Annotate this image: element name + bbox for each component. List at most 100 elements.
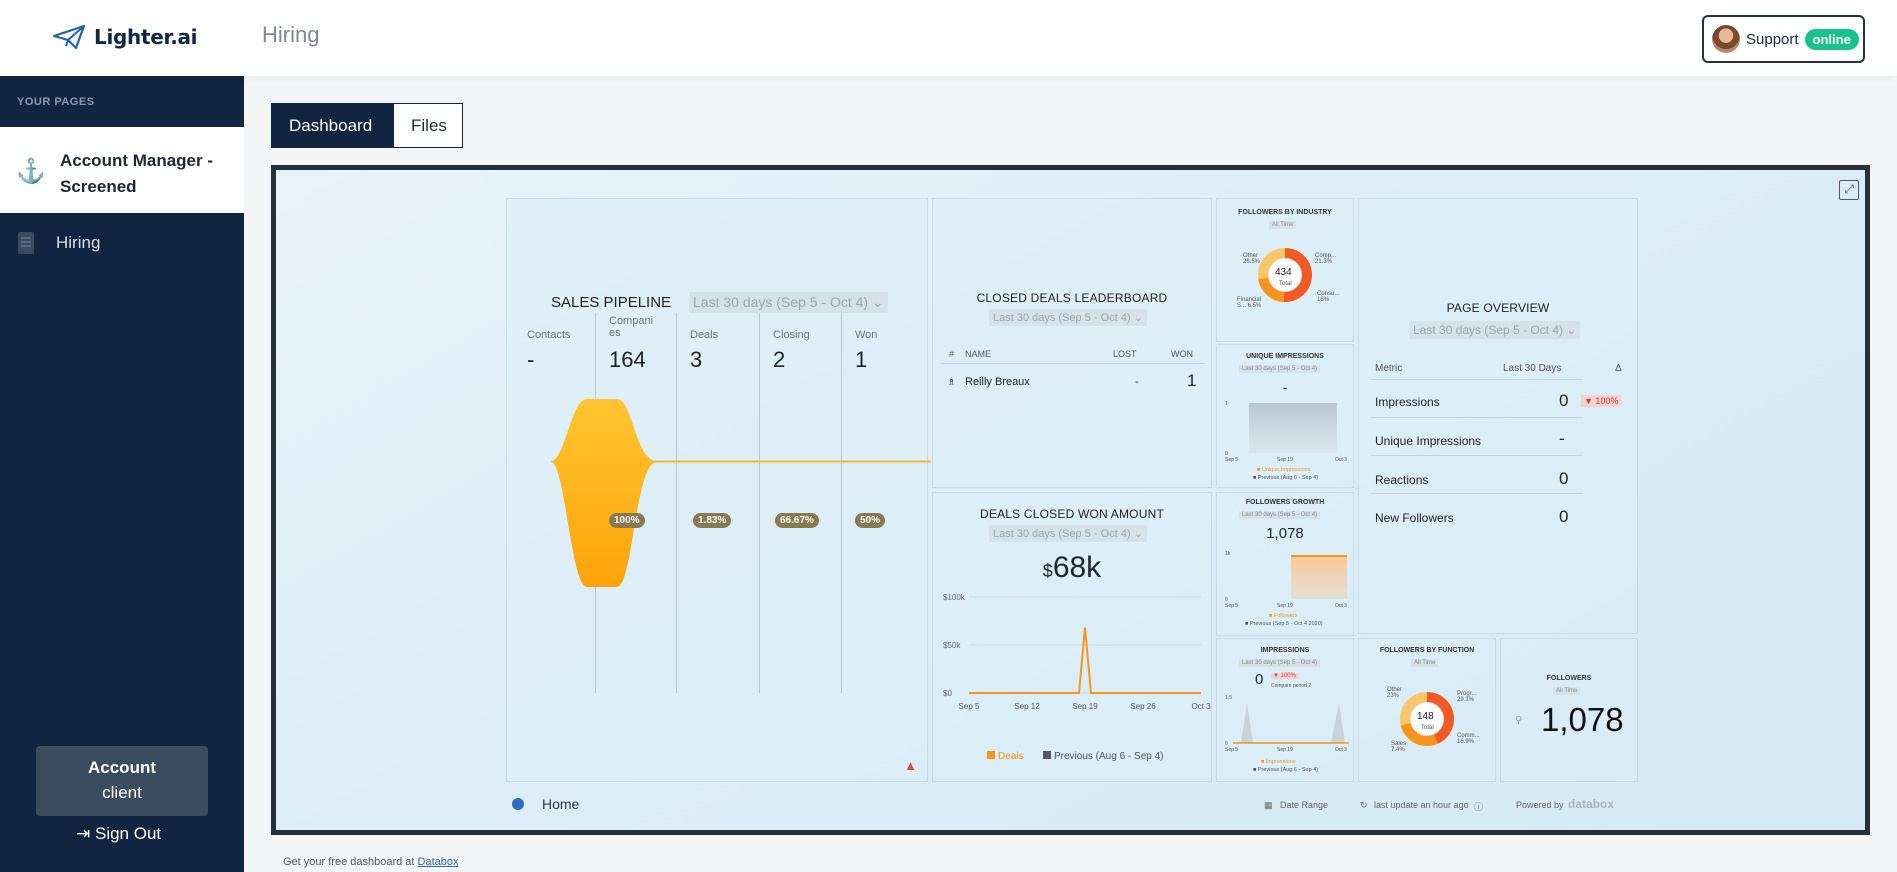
- won-amount-title: DEALS CLOSED WON AMOUNT: [980, 507, 1164, 521]
- metric-value: -: [1559, 429, 1565, 448]
- x-tick-label: Sep 19: [1072, 702, 1098, 711]
- donut-total-label: Total: [1279, 281, 1292, 287]
- delta-badge: ▼ 100%: [1271, 673, 1298, 679]
- stage-label: Won: [855, 329, 878, 341]
- leader-name: Reilly Breaux: [965, 376, 1030, 388]
- stage-value: 164: [609, 347, 646, 372]
- account-button[interactable]: Account client: [36, 746, 208, 816]
- app-header: Lighter.ai Hiring Support online: [0, 0, 1897, 76]
- paper-plane-icon: [52, 24, 86, 50]
- date-range-button[interactable]: Date Range: [1280, 800, 1329, 810]
- brand-name: Lighter.ai: [94, 25, 198, 49]
- stage-label: Closing: [773, 329, 810, 341]
- sidebar-item-label: Account Manager - Screened: [60, 151, 214, 196]
- powered-by-label: Powered by: [1516, 800, 1564, 810]
- card-title: FOLLOWERS BY FUNCTION: [1379, 647, 1475, 654]
- date-range-select[interactable]: Last 30 days (Sep 5 - Oct 4): [1239, 511, 1321, 519]
- won-amount-value: $68k: [1042, 551, 1102, 584]
- metric-label: Reactions: [1375, 473, 1429, 487]
- stage-value: 1: [855, 347, 868, 372]
- sales-pipeline-card: SALES PIPELINE Last 30 days (Sep 5 - Oct…: [506, 198, 931, 782]
- tab-files[interactable]: Files: [393, 103, 463, 148]
- metric-value: 0: [1559, 507, 1569, 526]
- conversion-badge: 100%: [609, 513, 645, 528]
- databox-link[interactable]: Databox: [417, 856, 459, 868]
- card-value: -: [1282, 379, 1288, 395]
- metric-label: New Followers: [1375, 511, 1454, 525]
- status-badge: online: [1804, 28, 1859, 50]
- x-tick: Sep 19: [1277, 747, 1293, 753]
- stage-label: Deals: [690, 329, 719, 341]
- function-donut: [1400, 692, 1454, 746]
- divider: [1371, 493, 1583, 494]
- support-button[interactable]: Support online: [1702, 15, 1865, 63]
- medal-icon: ♗: [947, 377, 956, 388]
- x-tick-label: Sep 5: [959, 702, 980, 711]
- home-icon[interactable]: [512, 798, 524, 810]
- followers-value: 1,078: [1541, 701, 1624, 738]
- filter-select[interactable]: All Time: [1553, 687, 1581, 695]
- followers-card: FOLLOWERS All Time ⚲ 1,078: [1500, 638, 1638, 782]
- stage-divider: [676, 313, 677, 693]
- user-icon: ⚲: [1515, 715, 1523, 726]
- dashboard-footer: Home ▦ Date Range ↻ last update an hour …: [276, 780, 1865, 820]
- donut-total: 434: [1275, 267, 1292, 278]
- sign-out-button[interactable]: ⇥ Sign Out: [76, 824, 161, 844]
- sign-out-label: Sign Out: [94, 824, 162, 843]
- databox-logo[interactable]: databox: [1568, 797, 1615, 811]
- impressions-chart: [1233, 703, 1349, 744]
- divider: [941, 363, 1205, 364]
- area-fill: [1291, 555, 1347, 599]
- account-title: Account: [88, 758, 156, 777]
- date-range-select[interactable]: Last 30 days (Sep 5 - Oct 4) ⌄: [989, 309, 1147, 326]
- date-range-select[interactable]: Last 30 days (Sep 5 - Oct 4): [1239, 365, 1321, 373]
- filter-select[interactable]: All Time: [1269, 221, 1297, 229]
- expand-icon[interactable]: ⤢: [1839, 180, 1859, 200]
- date-range-select[interactable]: Last 30 days (Sep 5 - Oct 4): [1239, 659, 1321, 667]
- tab-dashboard[interactable]: Dashboard: [271, 103, 393, 148]
- leaderboard-title: CLOSED DEALS LEADERBOARD: [976, 291, 1168, 305]
- conversion-badge: 66.67%: [775, 513, 819, 528]
- donut-label: Comm... 16.9%: [1457, 733, 1480, 745]
- unique-impressions-card: UNIQUE IMPRESSIONS Last 30 days (Sep 5 -…: [1216, 344, 1354, 488]
- x-tick: Sep 19: [1277, 457, 1293, 463]
- stage-label: Compani es: [609, 315, 654, 339]
- legend-current: ■ Impressions: [1261, 759, 1296, 765]
- warning-icon[interactable]: ▲: [904, 758, 917, 773]
- column-header: Δ: [1615, 363, 1622, 374]
- brand-logo[interactable]: Lighter.ai: [52, 24, 198, 50]
- tab-bar: Dashboard Files: [271, 103, 463, 148]
- date-range-select[interactable]: Last 30 days (Sep 5 - Oct 4) ⌄: [989, 525, 1147, 542]
- sales-pipeline-title: SALES PIPELINE: [551, 294, 672, 311]
- home-link[interactable]: Home: [542, 796, 580, 812]
- metric-value: 0: [1559, 469, 1569, 488]
- legend-previous: Previous (Aug 6 - Sep 4): [1043, 751, 1164, 762]
- sidebar-item-hiring[interactable]: Hiring: [0, 224, 244, 264]
- column-header: Metric: [1375, 363, 1403, 374]
- stage-label: Contacts: [527, 329, 571, 341]
- stage-value: 2: [773, 347, 786, 372]
- x-tick: Oct 3: [1335, 747, 1347, 753]
- x-tick: Sep 19: [1277, 603, 1293, 609]
- filter-select[interactable]: All Time: [1411, 659, 1439, 667]
- compare-label: Compare period 2: [1271, 683, 1312, 689]
- x-tick: Sep 5: [1225, 603, 1239, 609]
- card-value: 1,078: [1266, 525, 1304, 542]
- divider: [1371, 379, 1583, 380]
- column-header: LOST: [1113, 349, 1137, 359]
- anchor-icon: ⚓: [16, 158, 46, 185]
- conversion-badge: 1.83%: [693, 513, 732, 528]
- followers-growth-card: FOLLOWERS GROWTH Last 30 days (Sep 5 - O…: [1216, 492, 1354, 636]
- x-tick: Sep 5: [1225, 747, 1239, 753]
- metric-value: 0: [1559, 391, 1569, 410]
- page-overview-card: PAGE OVERVIEW Last 30 days (Sep 5 - Oct …: [1358, 198, 1638, 634]
- calendar-icon: ▦: [1264, 800, 1273, 810]
- leader-lost: -: [1135, 376, 1139, 388]
- x-tick: Sep 5: [1225, 457, 1239, 463]
- info-icon[interactable]: ⓘ: [1474, 802, 1484, 812]
- date-range-select[interactable]: Last 30 days (Sep 5 - Oct 4) ⌄: [1409, 321, 1581, 339]
- donut-label: Financial S... 6.5%: [1237, 297, 1262, 309]
- y-tick: 1.5: [1225, 695, 1232, 701]
- sidebar-item-account-manager[interactable]: ⚓ Account Manager - Screened: [0, 127, 244, 213]
- date-range-select[interactable]: Last 30 days (Sep 5 - Oct 4) ⌄: [689, 292, 888, 313]
